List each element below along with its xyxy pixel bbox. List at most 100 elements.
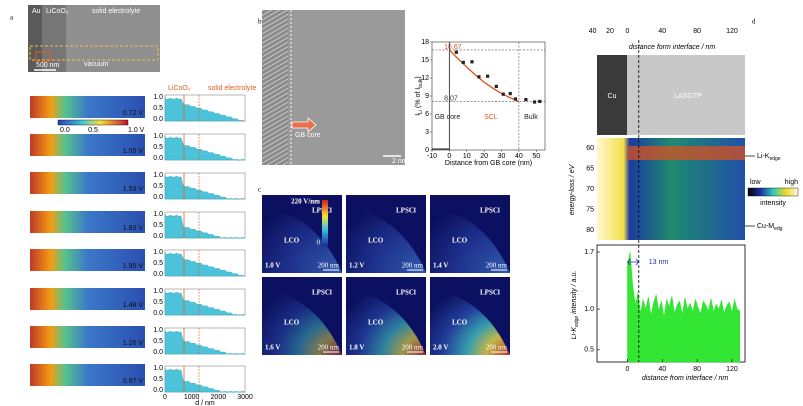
y-tick-label: 0.5	[153, 299, 163, 306]
y-axis-label: Li-Kedge intensity / a.u.	[571, 271, 580, 340]
potential-map	[30, 364, 145, 386]
voltage-label: 1.8 V	[349, 344, 364, 352]
energy-tick-label: 80	[586, 227, 594, 234]
colorbar	[57, 119, 129, 126]
x-tick-label: 20	[480, 153, 488, 160]
potential-map	[30, 326, 145, 348]
phase-label: LCO	[284, 237, 300, 245]
energy-tick-label: 65	[586, 165, 594, 172]
y-tick-label: 12	[421, 75, 429, 82]
y-tick-label: 1.0	[153, 172, 163, 179]
data-point	[524, 98, 528, 102]
potential-map	[30, 211, 145, 233]
scale-label: 200 nm	[486, 344, 508, 352]
y-tick-label: 1.0	[153, 249, 163, 256]
y-tick-label: 1.7	[584, 249, 594, 256]
label-part: bulk	[418, 78, 424, 88]
x-tick-label: 2000	[211, 394, 227, 401]
x-tick-label: -10	[427, 153, 437, 160]
lco-particle	[346, 289, 426, 355]
label-part: edge	[574, 316, 580, 327]
potential-map	[30, 172, 145, 194]
x-tick-label: 0	[163, 394, 167, 401]
scale-label: 2 nm	[392, 158, 408, 165]
x-tick-label: 120	[726, 366, 738, 373]
y-tick-label: 0.5	[153, 144, 163, 151]
y-tick-label: 0.0	[153, 155, 163, 162]
panel-label: c	[258, 186, 261, 194]
x-tick-label: 30	[498, 153, 506, 160]
voltage-label: 2.0 V	[433, 344, 448, 352]
x-tick-label: 40	[658, 366, 666, 373]
x-axis-label: Distance from GB core (nm)	[445, 160, 532, 167]
plot-frame	[431, 41, 546, 151]
y-tick-label: 0.0	[153, 310, 163, 317]
edge-label: Cu-Medg	[757, 223, 783, 232]
lco-particle	[262, 289, 342, 355]
y-tick-label: 3	[425, 129, 429, 136]
y-tick-label: 0.0	[153, 116, 163, 123]
intensity-area	[627, 252, 741, 363]
profile-area	[164, 136, 246, 161]
label-part: )	[415, 76, 422, 78]
region-label: Bulk	[524, 114, 538, 121]
y-tick-label: 0.5	[153, 338, 163, 345]
x-tick-label: 10	[463, 153, 471, 160]
roi-box	[29, 45, 159, 61]
y-tick-label: 0.5	[584, 347, 594, 354]
cu-region	[597, 55, 627, 135]
potential-map	[30, 249, 145, 271]
voltage-label: 1.0 V	[265, 262, 280, 270]
y-tick-label: 0.0	[153, 233, 163, 240]
voltage-label: 1.05 V	[123, 148, 144, 155]
panel-label: b	[258, 18, 262, 26]
y-tick-label: 1.0	[153, 94, 163, 101]
y-tick-label: 18	[421, 39, 429, 46]
annotation-label: 13 nm	[649, 259, 669, 266]
y-tick-label: 1.0	[153, 133, 163, 140]
top-axis-label: distance form interface / nm	[629, 44, 716, 51]
profile-header: solid electrolyte	[208, 85, 256, 92]
y-axis-label: ILi (% of Ibulk)	[415, 76, 424, 116]
y-tick-label: 0.5	[153, 260, 163, 267]
colorbar-label: low	[750, 179, 761, 186]
label-part: Cu-M	[757, 223, 774, 230]
profile-header: LiCoO₂	[168, 85, 191, 92]
voltage-label: 1.6 V	[265, 344, 280, 352]
image-label: LASGTP	[674, 93, 702, 100]
image-label: solid electrolyte	[92, 8, 140, 15]
data-point	[454, 50, 458, 54]
profile-area	[164, 252, 246, 277]
voltage-label: 1.2 V	[349, 262, 364, 270]
y-tick-label: 0.0	[153, 349, 163, 356]
potential-map	[30, 134, 145, 156]
arrow	[291, 117, 317, 133]
roi-marker	[35, 51, 51, 62]
potential-map	[30, 96, 145, 118]
region-label: GB core	[435, 114, 461, 121]
scale-label: 200 nm	[402, 262, 424, 270]
y-tick-label: 9	[425, 93, 429, 100]
lco-particle	[430, 289, 510, 355]
x-tick-label: 0	[626, 366, 630, 373]
image-label: LiCoO₂	[46, 8, 69, 15]
image-label: Au	[32, 8, 41, 15]
level-label: 8.07	[444, 95, 458, 102]
label-part: (% of I	[415, 88, 422, 110]
colorbar-label: 0	[317, 239, 321, 247]
li-edge-band	[627, 146, 745, 160]
y-tick-label: 15	[421, 57, 429, 64]
lco-particle	[262, 207, 342, 273]
x-tick-label: 50	[532, 153, 540, 160]
image-label: Cu	[608, 93, 617, 100]
image-label: GB core	[295, 132, 321, 139]
region-label: SCL	[484, 114, 498, 121]
x-tick-label: 40	[515, 153, 523, 160]
colorbar-label: high	[785, 179, 798, 186]
top-tick-label: 20	[606, 28, 614, 35]
label-part: edge	[769, 156, 780, 162]
scale-label: 200 nm	[486, 262, 508, 270]
y-tick-label: 0.0	[153, 194, 163, 201]
phase-label: LCO	[452, 237, 468, 245]
y-tick-label: 1.0	[153, 211, 163, 218]
